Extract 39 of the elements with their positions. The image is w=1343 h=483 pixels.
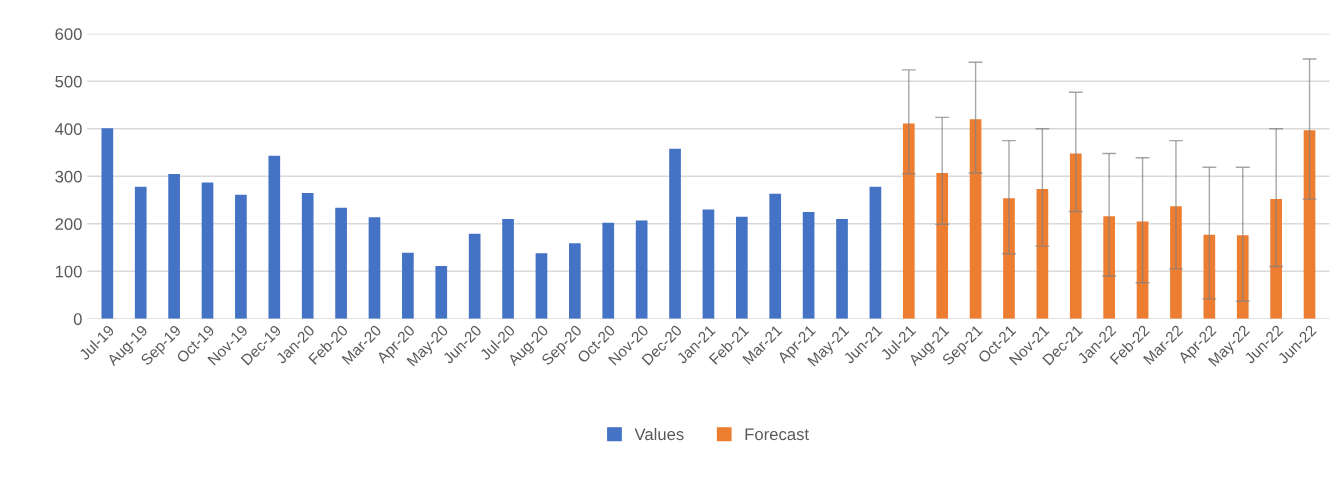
bar: [669, 148, 681, 319]
bar: [134, 186, 147, 319]
bar: [1236, 235, 1249, 319]
bar: [569, 243, 581, 319]
bar: [969, 119, 982, 319]
bar: [235, 194, 247, 319]
bar: [902, 123, 915, 319]
bar: [802, 211, 815, 319]
bar: [168, 173, 180, 319]
bar: [535, 253, 548, 319]
y-tick-label: 300: [55, 170, 82, 183]
y-tick-label: 400: [55, 123, 82, 135]
legend-label: Forecast: [745, 428, 809, 441]
legend-label: Values: [634, 427, 684, 441]
bar: [368, 217, 381, 319]
y-tick-label: 0: [73, 313, 82, 325]
bar: [702, 209, 715, 319]
bar: [602, 222, 615, 319]
bar: [201, 182, 214, 319]
y-tick-label: 500: [55, 75, 82, 88]
bar: [769, 193, 782, 319]
y-tick-label: 100: [55, 265, 82, 278]
bar: [435, 266, 448, 319]
bar: [635, 220, 648, 319]
bar: [268, 155, 281, 319]
bar: [1069, 153, 1082, 319]
bar: [836, 219, 848, 319]
bar: [402, 252, 414, 319]
bar: [335, 207, 347, 319]
bar: [468, 233, 481, 319]
bar: [1303, 130, 1316, 319]
bar: [301, 192, 314, 319]
bar: [735, 216, 748, 319]
bar: [502, 219, 514, 319]
bar: [101, 128, 114, 319]
y-tick-label: 200: [55, 218, 82, 230]
y-tick-label: 600: [55, 28, 82, 41]
bar: [869, 186, 882, 319]
bar: [936, 172, 949, 319]
